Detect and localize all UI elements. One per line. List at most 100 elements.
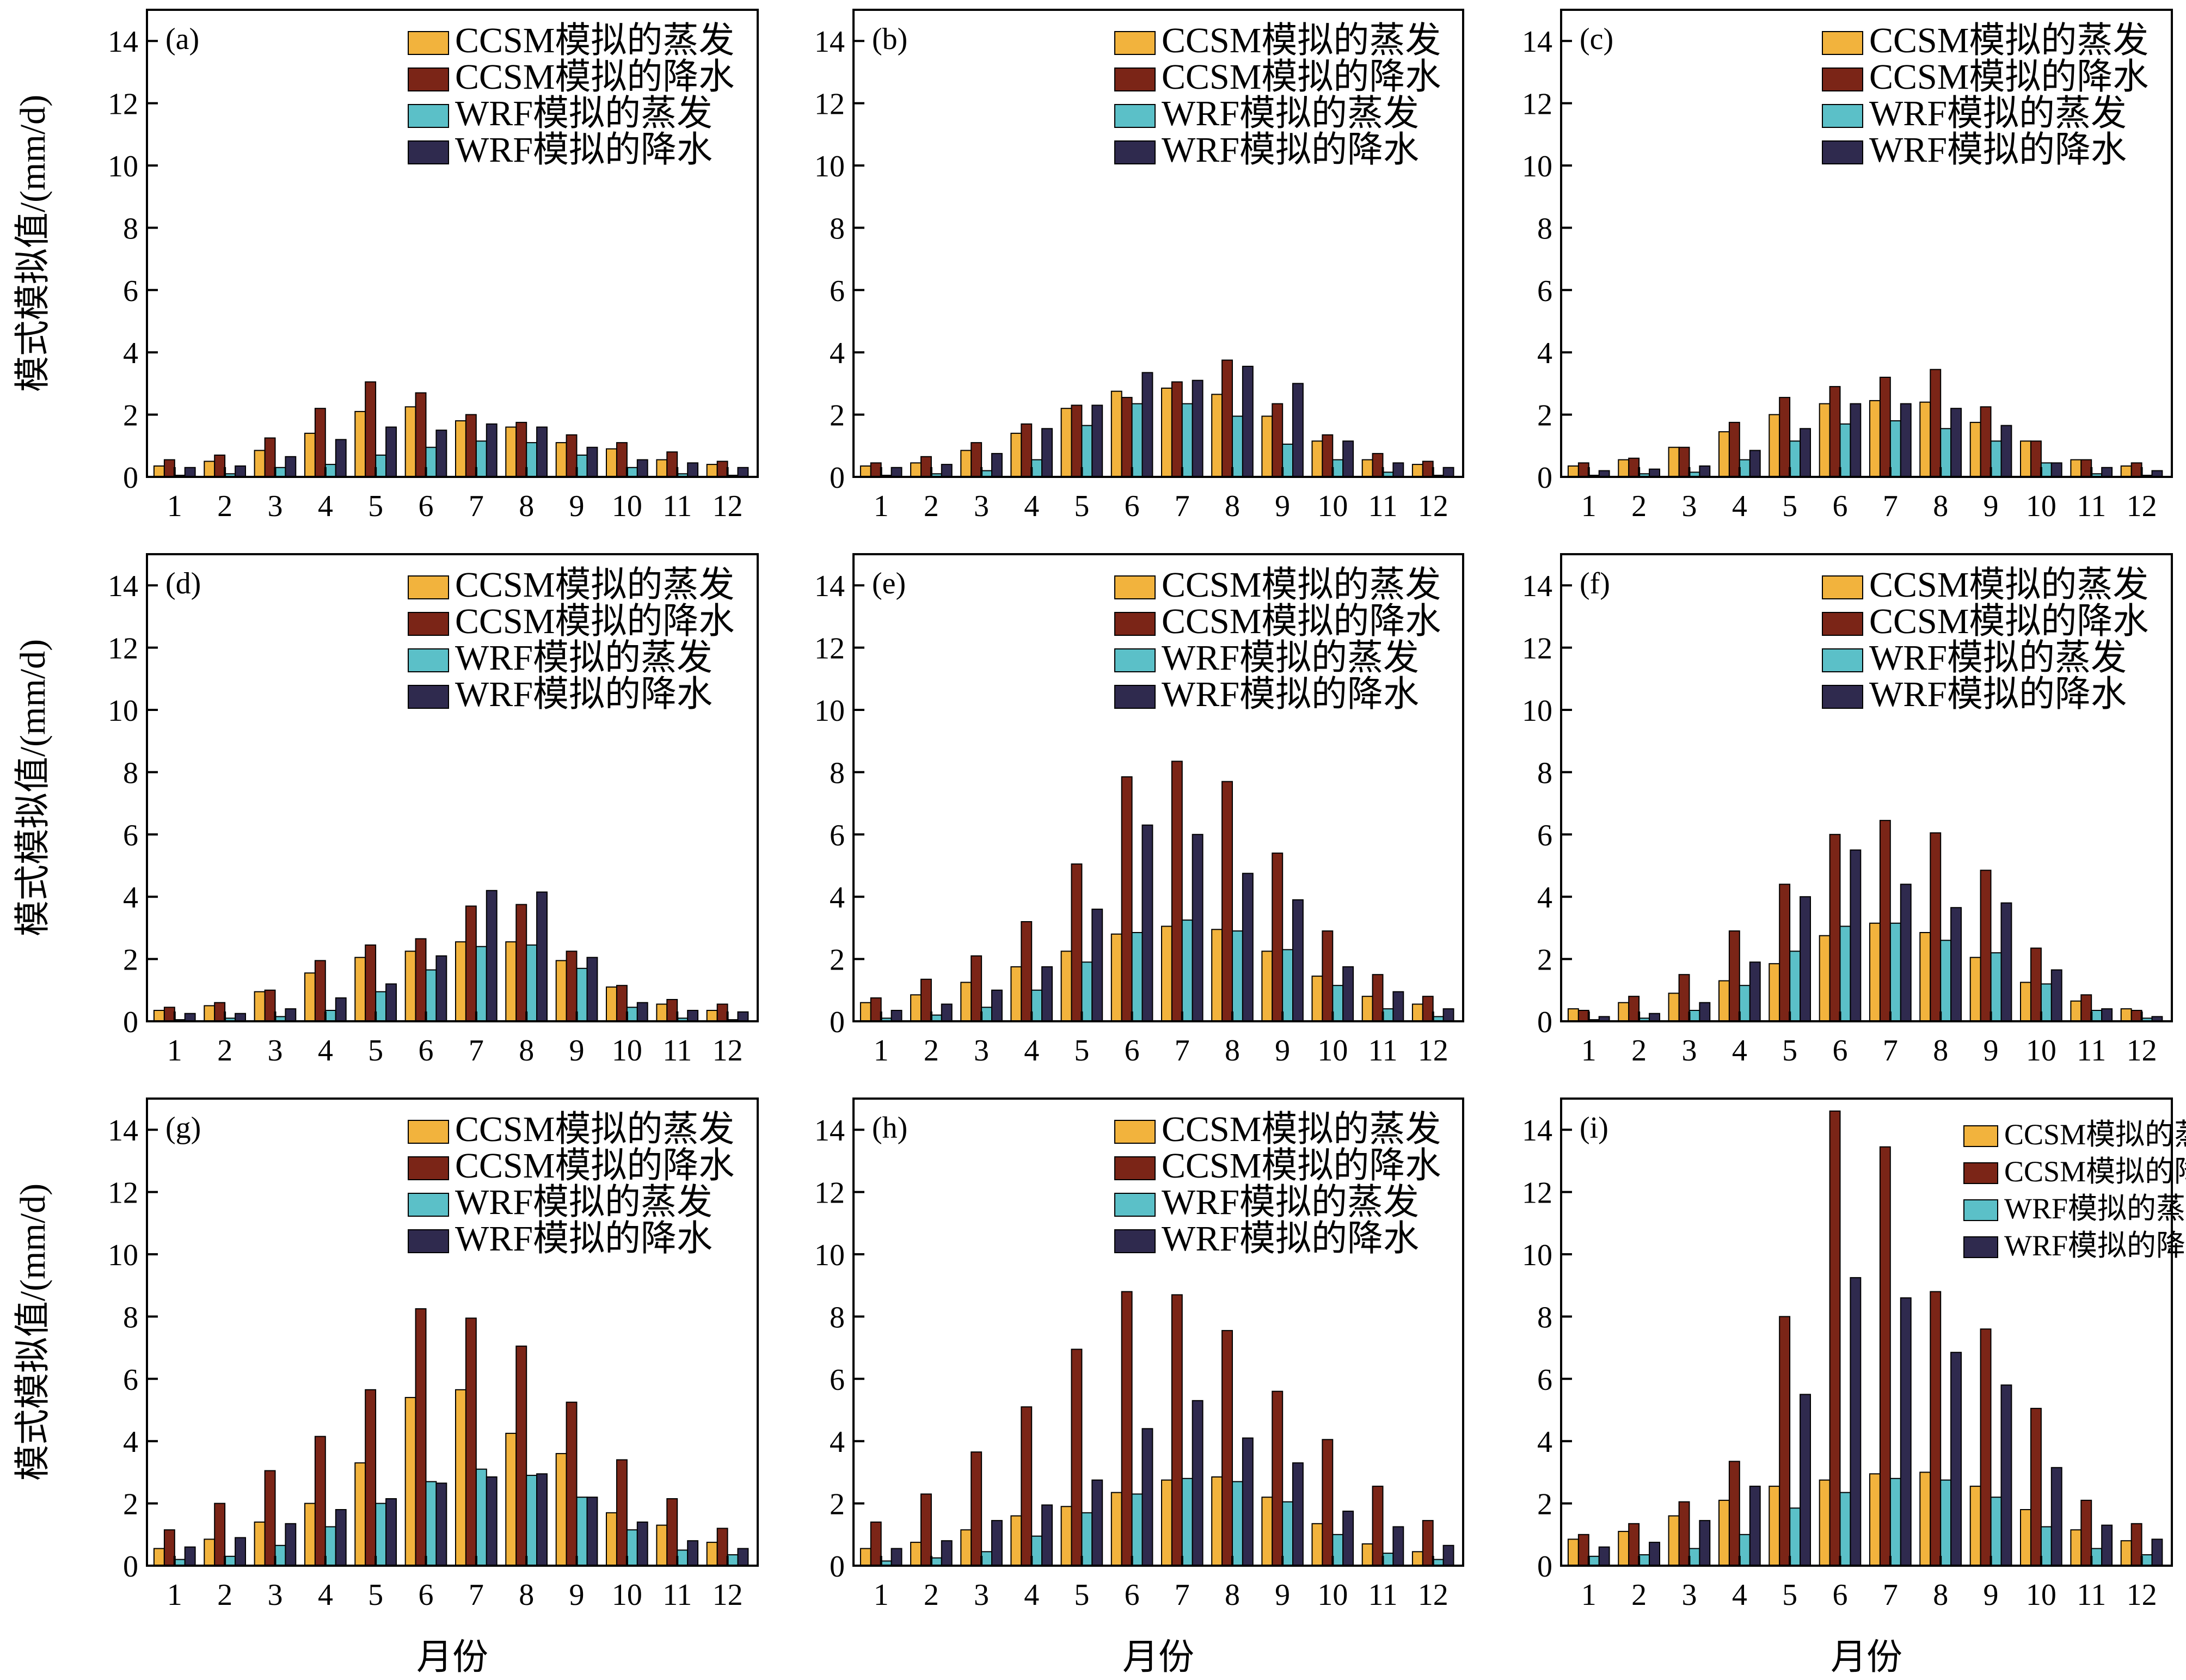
x-tick-label: 8 [519,1034,534,1068]
y-tick-label: 2 [830,1488,845,1522]
panel-label: (i) [1580,1111,1608,1145]
y-tick-label: 10 [108,1238,138,1272]
legend-label: WRF模拟的降水 [1162,675,1419,714]
x-tick-label: 1 [167,489,182,523]
x-tick-label: 5 [1074,1578,1089,1612]
bar [920,1493,932,1566]
x-tick-label: 1 [1581,1578,1596,1612]
bar [1567,465,1579,477]
y-tick-label: 2 [1537,943,1552,977]
bar [385,983,397,1022]
bar [1819,1479,1831,1566]
legend-swatch [1114,1193,1156,1217]
x-tick-label: 5 [1782,1034,1797,1068]
x-tick-label: 2 [1631,1578,1647,1612]
y-tick-label: 8 [830,1301,845,1334]
bar [515,904,527,1022]
bar [1930,369,1942,478]
bar [1769,414,1780,477]
y-tick-label: 12 [814,632,845,666]
plot-frame [146,1097,759,1567]
bar [1192,833,1203,1022]
bar [1342,440,1354,478]
x-tick-label: 4 [318,1034,333,1068]
bar [727,1554,739,1566]
y-tick-label: 10 [1522,1238,1552,1272]
x-tick-label: 10 [1317,489,1348,523]
bar [526,1475,538,1567]
bar [1311,1523,1323,1567]
bar [1829,1110,1841,1566]
plot-frame [852,9,1464,478]
bar [274,467,286,477]
bar [737,467,749,477]
bar [1889,1477,1901,1567]
bar [1071,1348,1083,1566]
bar [586,957,598,1022]
legend-swatch [1963,1125,1998,1147]
x-tick-label: 4 [1732,1034,1747,1068]
bar [264,989,276,1022]
legend-swatch [1822,31,1863,55]
legend-label: CCSM模拟的降水 [1162,602,1441,641]
y-tick-label: 6 [123,1363,138,1397]
legend-label: WRF模拟的蒸发 [1162,94,1419,133]
bar [1292,899,1304,1022]
x-tick-label: 4 [318,1578,333,1612]
bar [1211,394,1223,478]
panel-label: (c) [1580,22,1613,56]
y-tick-label: 0 [1537,1550,1552,1584]
x-tick-label: 6 [419,1034,434,1068]
bar [1718,1499,1730,1566]
y-tick-label: 8 [1537,212,1552,246]
bar [716,461,728,478]
bar [214,1002,226,1022]
x-tick-label: 8 [1933,489,1948,523]
legend-swatch [1114,612,1156,636]
bar [1442,1544,1454,1567]
bar [1990,1497,2002,1566]
bar [314,408,326,478]
bar [1769,963,1780,1022]
bar [1678,1501,1690,1566]
bar [1081,425,1093,477]
legend-label: WRF模拟的蒸发 [1869,638,2127,678]
x-tick-label: 1 [874,1034,889,1068]
bar [586,1497,598,1566]
bar [1618,459,1630,477]
x-tick-label: 2 [217,1578,232,1612]
bar [636,1521,648,1566]
bar [1800,896,1812,1022]
bar [335,1509,347,1566]
y-tick-label: 6 [1537,819,1552,853]
bar [1699,1520,1711,1567]
y-tick-label: 8 [123,756,138,790]
bar [536,426,548,477]
bar [1422,1520,1434,1567]
bar [1739,985,1751,1022]
x-tick-label: 5 [1782,1578,1797,1612]
bar [1668,992,1680,1022]
bar [465,414,477,477]
legend-label: WRF模拟的蒸发 [1162,1182,1419,1222]
bar [2000,902,2012,1022]
y-tick-label: 8 [830,756,845,790]
bar [455,1389,466,1567]
x-tick-label: 12 [1418,489,1448,523]
x-axis-title: 月份 [1122,1638,1194,1677]
legend-swatch [1822,685,1863,709]
x-tick-label: 4 [1024,489,1039,523]
x-tick-label: 11 [1368,489,1398,523]
bar [1282,443,1294,478]
bar [415,392,427,477]
legend-label: WRF模拟的蒸发 [1162,638,1419,678]
bar [1577,1534,1589,1567]
bar [870,997,882,1022]
plot-frame [852,553,1464,1022]
bar [716,1003,728,1022]
y-tick-label: 6 [123,274,138,308]
legend-label: CCSM模拟的蒸发 [455,1109,734,1149]
bar [1769,1486,1780,1567]
